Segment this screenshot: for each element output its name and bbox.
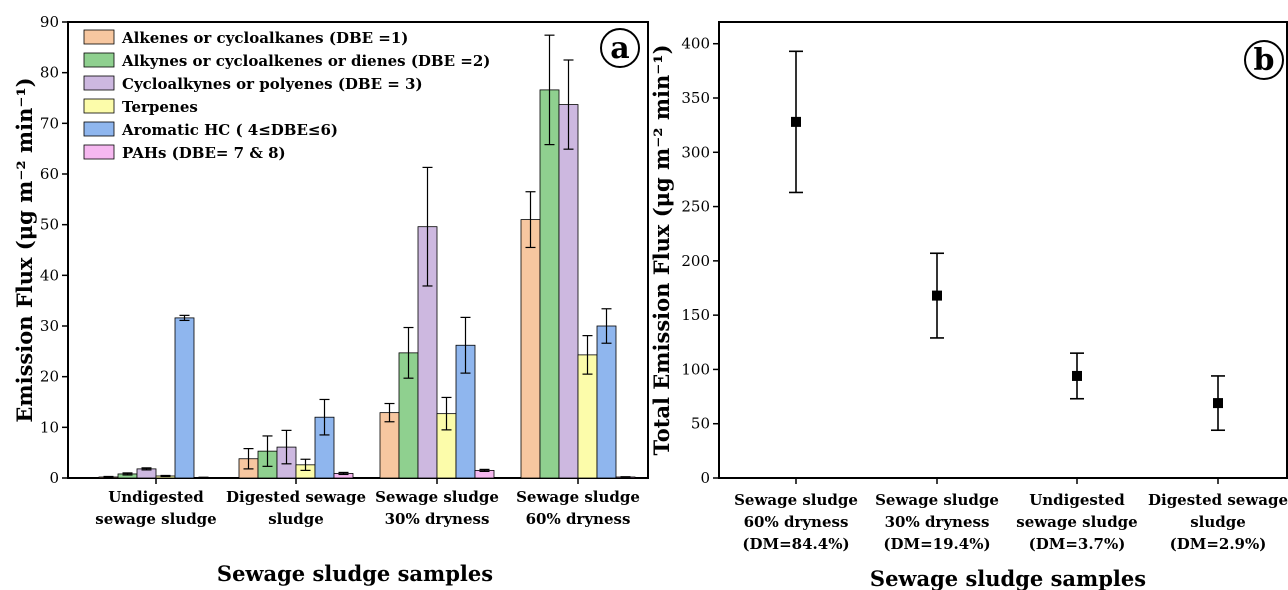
- panel-b-label: b: [1244, 40, 1284, 80]
- x-category-label: (DM=84.4%): [742, 535, 849, 553]
- y-tick-label: 50: [40, 216, 59, 234]
- bar: [174, 317, 195, 479]
- legend-swatch: [83, 75, 115, 91]
- x-category-label: Sewage sludge: [734, 491, 858, 509]
- x-category-label: Undigested: [1029, 491, 1125, 509]
- panel-a-x-axis-title: Sewage sludge samples: [217, 561, 493, 586]
- legend-swatch: [83, 144, 115, 160]
- y-tick-label: 100: [681, 360, 710, 378]
- panel-b-label-text: b: [1254, 43, 1275, 78]
- data-point: [932, 290, 942, 301]
- x-category-label: (DM=19.4%): [883, 535, 990, 553]
- x-category-label: Digested sewage: [1148, 491, 1288, 509]
- y-tick-label: 20: [40, 368, 59, 386]
- panel-b-points: [789, 50, 1225, 432]
- legend-swatch: [83, 98, 115, 114]
- x-category-label: Sewage sludge: [516, 488, 640, 506]
- panel-b-y-ticks: 0 50 100 150 200 250 300 350 400: [681, 35, 719, 487]
- panel-a-y-ticks: 0 10 20 30 40 50 60 70 80 90: [40, 13, 68, 487]
- x-category-label: 60% dryness: [526, 510, 631, 528]
- panel-a-label: a: [600, 28, 640, 68]
- bar: [558, 104, 579, 479]
- y-tick-label: 60: [40, 165, 59, 183]
- y-tick-label: 0: [49, 469, 59, 487]
- x-category-label: sewage sludge: [95, 510, 216, 528]
- x-category-label: (DM=2.9%): [1170, 535, 1267, 553]
- x-category-label: Sewage sludge: [875, 491, 999, 509]
- y-tick-label: 0: [700, 469, 710, 487]
- panel-a-y-axis-title: Emission Flux (μg m⁻² min⁻¹): [12, 77, 37, 422]
- legend-label: Alkynes or cycloalkenes or dienes (DBE =…: [121, 52, 490, 70]
- x-category-label: (DM=3.7%): [1029, 535, 1126, 553]
- y-tick-label: 200: [681, 252, 710, 270]
- y-tick-label: 300: [681, 143, 710, 161]
- x-category-label: Undigested: [108, 488, 204, 506]
- x-category-label: sludge: [1190, 513, 1246, 531]
- legend-swatch: [83, 52, 115, 68]
- panel-b-label-circle: [1244, 40, 1284, 80]
- x-category-label: Sewage sludge: [375, 488, 499, 506]
- panel-b-category-labels: Sewage sludge 60% dryness (DM=84.4%) Sewage…: [734, 478, 1288, 553]
- panel-a-category-labels: Undigested sewage sludge Digested sewage sl…: [95, 478, 640, 528]
- y-tick-label: 50: [691, 415, 710, 433]
- panel-a-bars: [98, 34, 636, 479]
- bar: [539, 89, 560, 479]
- x-category-label: 60% dryness: [744, 513, 849, 531]
- legend-swatch: [83, 29, 115, 45]
- panel-a-frame: [67, 21, 649, 479]
- x-category-label: sewage sludge: [1016, 513, 1137, 531]
- panel-a: 0 10 20 30 40 50 60 70 80 90 Undigested sewage slu…: [12, 13, 649, 586]
- y-tick-label: 40: [40, 266, 59, 284]
- legend-swatch: [83, 121, 115, 137]
- x-category-label: 30% dryness: [885, 513, 990, 531]
- y-tick-label: 80: [40, 64, 59, 82]
- x-category-label: Digested sewage: [226, 488, 366, 506]
- panel-b: 0 50 100 150 200 250 300 350 400 Sewage sludge 60…: [649, 21, 1288, 590]
- y-tick-label: 70: [40, 114, 59, 132]
- panel-a-label-circle: [600, 28, 640, 68]
- x-category-label: sludge: [268, 510, 324, 528]
- legend-label: Cycloalkynes or polyenes (DBE = 3): [122, 75, 423, 93]
- panel-b-x-axis-title: Sewage sludge samples: [870, 566, 1146, 590]
- data-point: [791, 116, 801, 127]
- y-tick-label: 250: [681, 198, 710, 216]
- legend-label: PAHs (DBE= 7 & 8): [122, 144, 286, 162]
- data-point: [1072, 370, 1082, 381]
- y-tick-label: 150: [681, 306, 710, 324]
- panel-a-label-text: a: [610, 31, 629, 66]
- y-tick-label: 400: [681, 35, 710, 53]
- legend-label: Alkenes or cycloalkanes (DBE =1): [121, 29, 408, 47]
- bar: [596, 325, 617, 479]
- panel-a-legend: Alkenes or cycloalkanes (DBE =1) Alkynes …: [83, 29, 490, 162]
- bar: [520, 219, 541, 479]
- y-tick-label: 30: [40, 317, 59, 335]
- y-tick-label: 90: [40, 13, 59, 31]
- bar: [379, 412, 400, 479]
- y-tick-label: 350: [681, 89, 710, 107]
- panel-b-y-axis-title: Total Emission Flux (μg m⁻² min⁻¹): [649, 44, 674, 455]
- panel-b-frame: [718, 21, 1288, 479]
- y-tick-label: 10: [40, 418, 59, 436]
- legend-label: Terpenes: [122, 98, 198, 116]
- legend-label: Aromatic HC ( 4≤DBE≤6): [121, 121, 338, 139]
- x-category-label: 30% dryness: [385, 510, 490, 528]
- data-point: [1213, 398, 1223, 409]
